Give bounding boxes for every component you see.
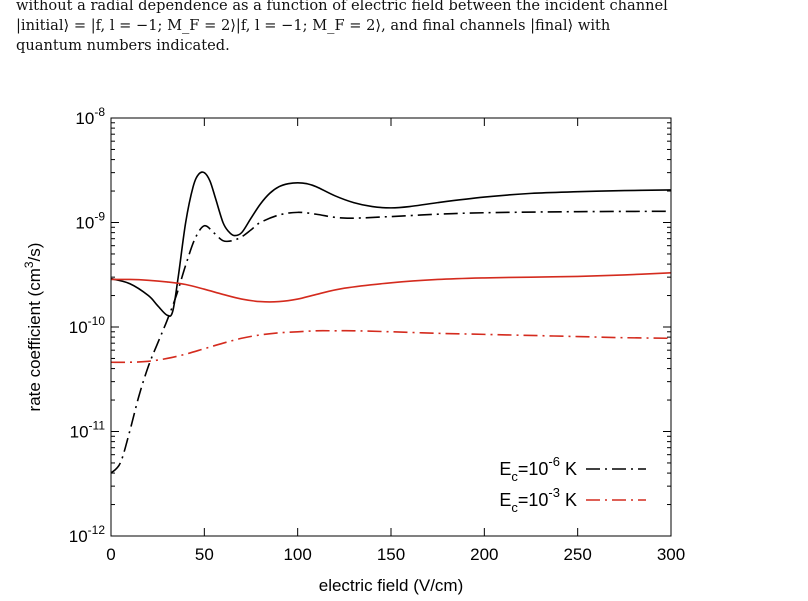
x-tick-label: 200 [470, 545, 498, 564]
figure-caption: without a radial dependence as a functio… [16, 0, 806, 56]
y-tick-label: 10-9 [75, 210, 105, 233]
caption-line: quantum numbers indicated. [16, 37, 230, 54]
series-line-0 [110, 171, 672, 317]
legend-label: Ec=10-3 K [499, 485, 577, 515]
x-tick-label: 50 [195, 545, 214, 564]
x-tick-label: 250 [563, 545, 591, 564]
x-tick-label: 150 [377, 545, 405, 564]
x-tick-label: 300 [657, 545, 685, 564]
caption-line: |initial⟩ = |f, l = −1; M_F = 2⟩|f, l = … [16, 17, 611, 34]
series-line-3 [110, 329, 672, 364]
series-line-1 [110, 210, 672, 474]
legend-label: Ec=10-6 K [499, 454, 577, 484]
x-axis-label: electric field (V/cm) [319, 576, 464, 595]
y-tick-label: 10-11 [70, 419, 106, 442]
y-tick-label: 10-10 [69, 314, 106, 337]
y-tick-label: 10-12 [69, 523, 106, 546]
caption-line: without a radial dependence as a functio… [16, 0, 668, 14]
y-tick-label: 10-8 [75, 105, 105, 128]
x-tick-label: 0 [106, 545, 115, 564]
x-tick-label: 100 [283, 545, 311, 564]
series-line-2 [110, 272, 672, 303]
y-axis-label: rate coefficient (cm3/s) [22, 243, 44, 412]
